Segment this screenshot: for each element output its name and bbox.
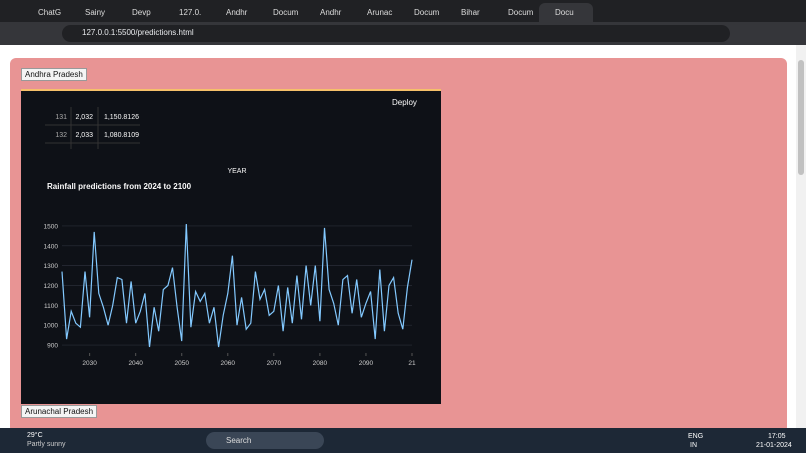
rainfall-line [61, 223, 413, 348]
deploy[interactable]: Deploy [392, 98, 417, 107]
table-cell: 2,032 [75, 114, 93, 121]
date: 21-01-2024 [756, 442, 792, 449]
taskbar [0, 428, 806, 453]
y-tick-label: 1500 [44, 223, 59, 230]
tab[interactable]: Andhr [320, 8, 342, 17]
tab-strip [0, 0, 806, 22]
x-tick-label: 2060 [221, 360, 236, 367]
frame-bg [21, 89, 441, 404]
y-tick-label: 1200 [44, 283, 59, 290]
tab[interactable]: Docu [539, 3, 593, 22]
tab[interactable]: Docum [414, 8, 440, 17]
temp: 29°C [27, 432, 43, 439]
table-cell: 132 [55, 132, 67, 139]
chart-title: Rainfall predictions from 2024 to 2100 [47, 182, 192, 191]
tab[interactable]: Devp [132, 8, 151, 17]
x-tick-label: 2030 [82, 360, 97, 367]
x-tick-label: 2070 [267, 360, 282, 367]
tab[interactable]: Andhr [226, 8, 248, 17]
tab[interactable]: Arunac [367, 8, 393, 17]
table-cell: 131 [55, 114, 67, 121]
url: 127.0.0.1:5500/predictions.html [82, 28, 194, 37]
region: IN [690, 442, 697, 449]
axis-label: YEAR [227, 168, 246, 175]
y-tick-label: 1300 [44, 263, 59, 270]
omnibox[interactable] [62, 25, 730, 42]
y-tick-label: 1000 [44, 323, 59, 330]
tab[interactable]: ChatG [38, 8, 62, 17]
frame-topbar [21, 89, 441, 91]
y-tick-label: 1100 [44, 303, 58, 310]
app-frame: Deploy YEAR Rainfall predictions from 20… [21, 89, 441, 404]
lang: ENG [688, 433, 704, 440]
search: Search [226, 436, 252, 445]
x-tick-label: 2080 [313, 360, 328, 367]
tab[interactable]: Docum [273, 8, 299, 17]
table-cell: 2,033 [75, 132, 93, 139]
time: 17:05 [768, 433, 786, 440]
table-cell: 1,150.8126 [104, 114, 139, 121]
state-button[interactable]: Arunachal Pradesh [21, 405, 98, 418]
weather: Partly sunny [27, 441, 66, 448]
tab[interactable]: 127.0. [179, 8, 202, 17]
tab[interactable]: Docum [508, 8, 534, 17]
state-button[interactable]: Andhra Pradesh [21, 68, 87, 81]
x-tick-label: 2040 [128, 360, 143, 367]
x-tick-label: 2090 [359, 360, 374, 367]
x-tick-label: 21 [408, 360, 416, 367]
x-tick-label: 2050 [175, 360, 190, 367]
y-tick-label: 900 [47, 343, 58, 350]
table-cell: 1,080.8109 [104, 132, 139, 139]
tab[interactable]: Sainy [85, 8, 106, 17]
y-tick-label: 1400 [44, 243, 59, 250]
tab[interactable]: Bihar [461, 8, 480, 17]
scroll-thumb[interactable] [798, 60, 804, 175]
search-box[interactable] [206, 432, 324, 449]
scrollbar [796, 45, 806, 428]
